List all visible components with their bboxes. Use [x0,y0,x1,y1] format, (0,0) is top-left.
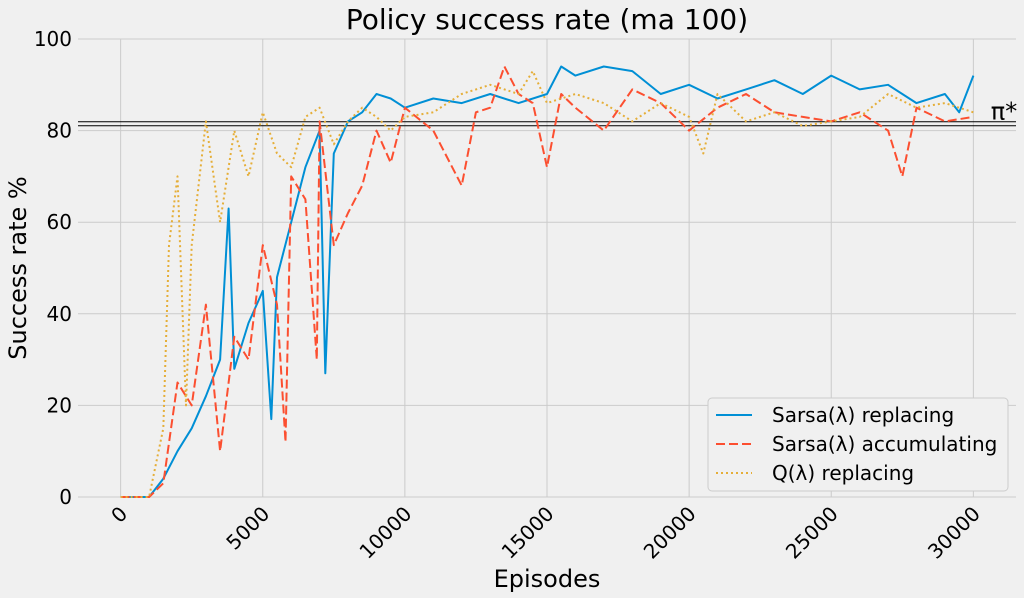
legend-label-3: Q(λ) replacing [772,461,914,485]
reference-line-label: π* [991,98,1017,126]
x-tick-label: 10000 [354,502,416,564]
x-tick-label: 15000 [497,502,559,564]
reference-line-group: π* [78,98,1017,127]
y-tick-label: 40 [47,302,72,326]
x-tick-label: 0 [106,502,132,528]
y-tick-label: 100 [34,27,72,51]
y-tick-label: 60 [47,210,72,234]
series-line-2 [120,65,974,498]
legend: Sarsa(λ) replacing Sarsa(λ) accumulating Q… [707,397,1009,492]
x-tick-label: 5000 [221,502,274,555]
legend-box [707,397,1009,492]
y-tick-label: 20 [47,393,72,417]
x-tick-label: 20000 [639,502,701,564]
legend-label-1: Sarsa(λ) replacing [772,403,954,427]
chart-title: Policy success rate (ma 100) [346,3,748,36]
x-axis-title: Episodes [494,565,601,593]
x-tick-label: 25000 [781,502,843,564]
legend-label-2: Sarsa(λ) accumulating [772,432,997,456]
y-tick-label: 0 [59,485,72,509]
y-tick-label: 80 [47,119,72,143]
series-line-3 [120,70,974,498]
series-group [120,65,975,498]
y-axis-title: Success rate % [4,176,32,359]
x-tick-label: 30000 [923,502,985,564]
